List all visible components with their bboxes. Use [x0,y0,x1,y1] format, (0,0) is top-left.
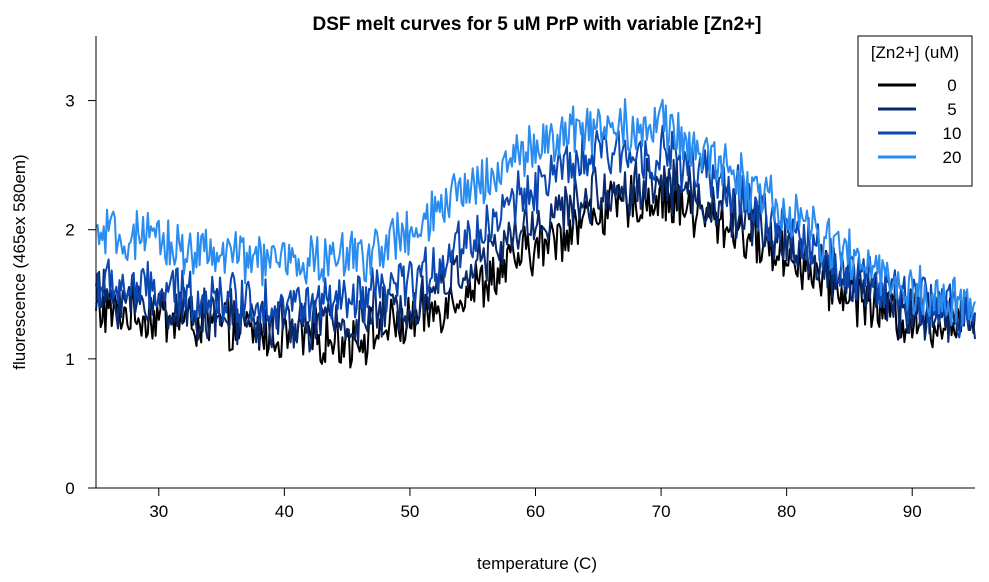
y-tick-label: 1 [65,350,74,369]
x-tick-label: 60 [526,502,545,521]
legend-label: 20 [943,148,962,167]
chart-title: DSF melt curves for 5 uM PrP with variab… [313,14,762,35]
legend-title: [Zn2+] (uM) [871,43,959,62]
y-tick-label: 3 [65,92,74,111]
x-axis-ticks: 30 40 50 60 70 80 90 [149,488,922,521]
legend-box [857,35,973,187]
y-axis-label: fluorescence (465ex 580em) [10,154,29,369]
x-tick-label: 70 [652,502,671,521]
x-tick-label: 50 [400,502,419,521]
y-tick-label: 0 [65,479,74,498]
legend-label: 10 [943,124,962,143]
series-layer [95,98,976,369]
x-tick-label: 80 [777,502,796,521]
y-axis-ticks: 0 1 2 3 [65,92,96,498]
x-tick-label: 40 [275,502,294,521]
x-tick-label: 90 [903,502,922,521]
legend-label: 5 [947,100,956,119]
y-tick-label: 2 [65,221,74,240]
x-axis-label: temperature (C) [477,554,597,573]
series-line-10 [95,124,976,339]
legend: [Zn2+] (uM) 0 5 10 20 [857,35,973,187]
legend-label: 0 [947,76,956,95]
x-tick-label: 30 [149,502,168,521]
legend-items: 0 5 10 20 [878,76,961,167]
series-line-20 [95,98,976,327]
